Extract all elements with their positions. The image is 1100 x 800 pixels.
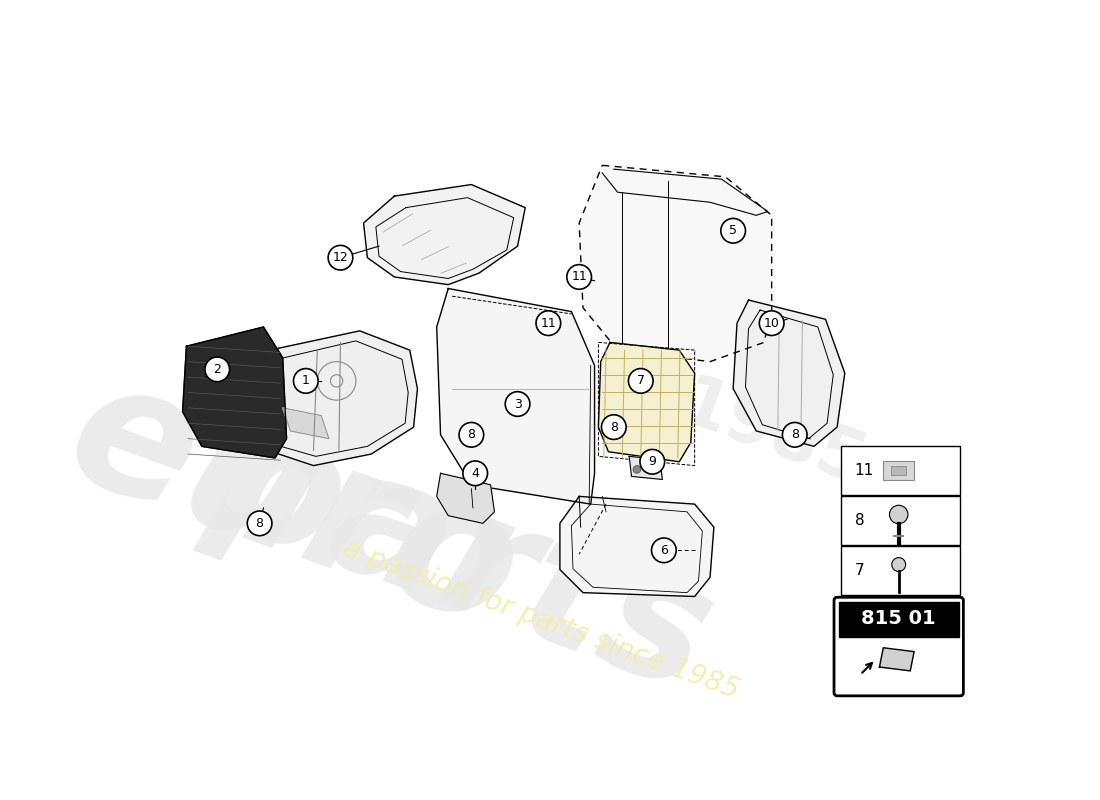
Text: 7: 7: [637, 374, 645, 387]
Polygon shape: [629, 456, 662, 479]
Text: 1985: 1985: [669, 370, 874, 499]
Text: 11: 11: [571, 270, 587, 283]
Text: 8: 8: [255, 517, 264, 530]
Circle shape: [328, 246, 353, 270]
Circle shape: [294, 369, 318, 394]
Circle shape: [248, 511, 272, 536]
Bar: [883, 462, 914, 480]
Circle shape: [651, 538, 676, 562]
Polygon shape: [598, 342, 695, 462]
Text: 3: 3: [514, 398, 521, 410]
Text: 2: 2: [213, 363, 221, 376]
Polygon shape: [437, 289, 594, 504]
Circle shape: [463, 461, 487, 486]
Text: parts: parts: [194, 391, 734, 725]
Circle shape: [892, 558, 905, 571]
FancyBboxPatch shape: [834, 598, 964, 696]
Circle shape: [759, 311, 784, 335]
Polygon shape: [580, 166, 772, 362]
Circle shape: [505, 392, 530, 416]
Polygon shape: [560, 496, 714, 597]
Text: 8: 8: [855, 513, 865, 528]
Bar: [842, 446, 960, 495]
Circle shape: [640, 450, 664, 474]
Polygon shape: [733, 300, 845, 446]
Circle shape: [459, 422, 484, 447]
Text: 8: 8: [609, 421, 618, 434]
Circle shape: [634, 466, 641, 474]
Bar: [842, 496, 960, 545]
Text: a passion for parts since 1985: a passion for parts since 1985: [339, 534, 742, 705]
Bar: [891, 466, 906, 475]
Text: 8: 8: [791, 428, 799, 442]
Polygon shape: [880, 648, 914, 671]
Polygon shape: [363, 185, 526, 285]
Text: 4: 4: [471, 467, 480, 480]
Text: 815 01: 815 01: [861, 610, 936, 628]
Polygon shape: [283, 408, 329, 438]
Text: 8: 8: [468, 428, 475, 442]
Text: 12: 12: [332, 251, 349, 264]
Circle shape: [628, 369, 653, 394]
Polygon shape: [241, 331, 418, 466]
Circle shape: [536, 311, 561, 335]
Text: 11: 11: [540, 317, 557, 330]
Text: euro: euro: [46, 342, 542, 666]
Circle shape: [720, 218, 746, 243]
Polygon shape: [183, 327, 286, 458]
Bar: [838, 602, 959, 637]
Text: 7: 7: [855, 563, 865, 578]
Circle shape: [782, 422, 807, 447]
Text: 5: 5: [729, 224, 737, 238]
Text: 1: 1: [301, 374, 310, 387]
Circle shape: [890, 506, 908, 524]
Circle shape: [649, 466, 656, 474]
Text: 11: 11: [855, 463, 875, 478]
Circle shape: [566, 265, 592, 290]
Polygon shape: [437, 474, 495, 523]
Text: 10: 10: [763, 317, 780, 330]
Text: 6: 6: [660, 544, 668, 557]
Text: 9: 9: [648, 455, 657, 468]
Bar: [842, 546, 960, 595]
Circle shape: [205, 357, 230, 382]
Circle shape: [602, 414, 626, 439]
